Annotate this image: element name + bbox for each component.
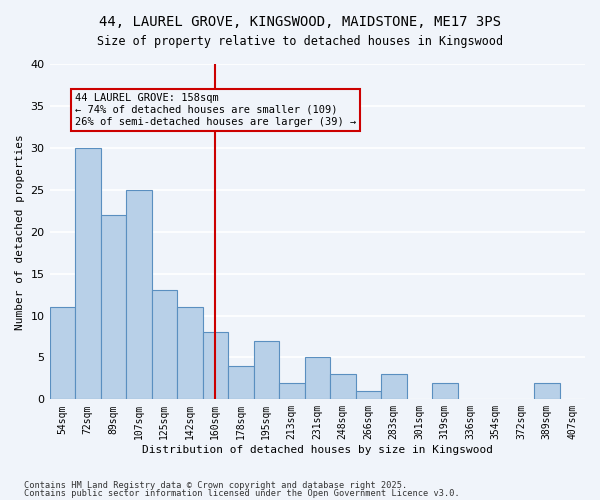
Bar (152, 290, 177, 400)
Bar (534, 382, 560, 400)
Y-axis label: Number of detached properties: Number of detached properties (15, 134, 25, 330)
Bar (50, 307, 75, 400)
Bar (279, 382, 305, 400)
Text: Size of property relative to detached houses in Kingswood: Size of property relative to detached ho… (97, 35, 503, 48)
Bar (432, 382, 458, 400)
Text: Contains HM Land Registry data © Crown copyright and database right 2025.: Contains HM Land Registry data © Crown c… (24, 481, 407, 490)
Bar (381, 374, 407, 400)
Bar (101, 215, 126, 400)
Bar (177, 307, 203, 400)
Bar (254, 340, 279, 400)
Text: 44, LAUREL GROVE, KINGSWOOD, MAIDSTONE, ME17 3PS: 44, LAUREL GROVE, KINGSWOOD, MAIDSTONE, … (99, 15, 501, 29)
Bar (203, 332, 228, 400)
Bar (126, 190, 152, 400)
Bar (356, 391, 381, 400)
X-axis label: Distribution of detached houses by size in Kingswood: Distribution of detached houses by size … (142, 445, 493, 455)
Text: 44 LAUREL GROVE: 158sqm
← 74% of detached houses are smaller (109)
26% of semi-d: 44 LAUREL GROVE: 158sqm ← 74% of detache… (75, 94, 356, 126)
Bar (330, 374, 356, 400)
Bar (75, 148, 101, 400)
Bar (305, 358, 330, 400)
Bar (228, 366, 254, 400)
Text: Contains public sector information licensed under the Open Government Licence v3: Contains public sector information licen… (24, 488, 460, 498)
